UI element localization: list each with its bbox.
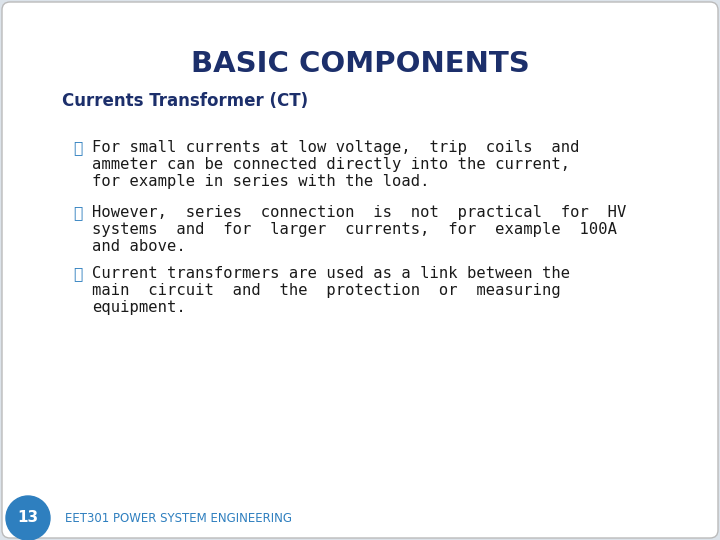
Text: However,  series  connection  is  not  practical  for  HV: However, series connection is not practi… xyxy=(92,205,626,220)
Text: EET301 POWER SYSTEM ENGINEERING: EET301 POWER SYSTEM ENGINEERING xyxy=(65,511,292,524)
Text: ammeter can be connected directly into the current,: ammeter can be connected directly into t… xyxy=(92,157,570,172)
Text: for example in series with the load.: for example in series with the load. xyxy=(92,174,430,189)
Text: systems  and  for  larger  currents,  for  example  100A: systems and for larger currents, for exa… xyxy=(92,222,617,237)
Text: and above.: and above. xyxy=(92,239,186,254)
Text: main  circuit  and  the  protection  or  measuring: main circuit and the protection or measu… xyxy=(92,283,561,298)
Text: 13: 13 xyxy=(17,510,39,525)
Text: BASIC COMPONENTS: BASIC COMPONENTS xyxy=(191,50,529,78)
Circle shape xyxy=(6,496,50,540)
Text: equipment.: equipment. xyxy=(92,300,186,315)
Text: Current transformers are used as a link between the: Current transformers are used as a link … xyxy=(92,266,570,281)
Text: Currents Transformer (CT): Currents Transformer (CT) xyxy=(62,92,308,110)
Text: For small currents at low voltage,  trip  coils  and: For small currents at low voltage, trip … xyxy=(92,140,580,155)
Text: ⛓: ⛓ xyxy=(73,140,82,155)
Text: ⛓: ⛓ xyxy=(73,266,82,281)
Text: ⛓: ⛓ xyxy=(73,205,82,220)
